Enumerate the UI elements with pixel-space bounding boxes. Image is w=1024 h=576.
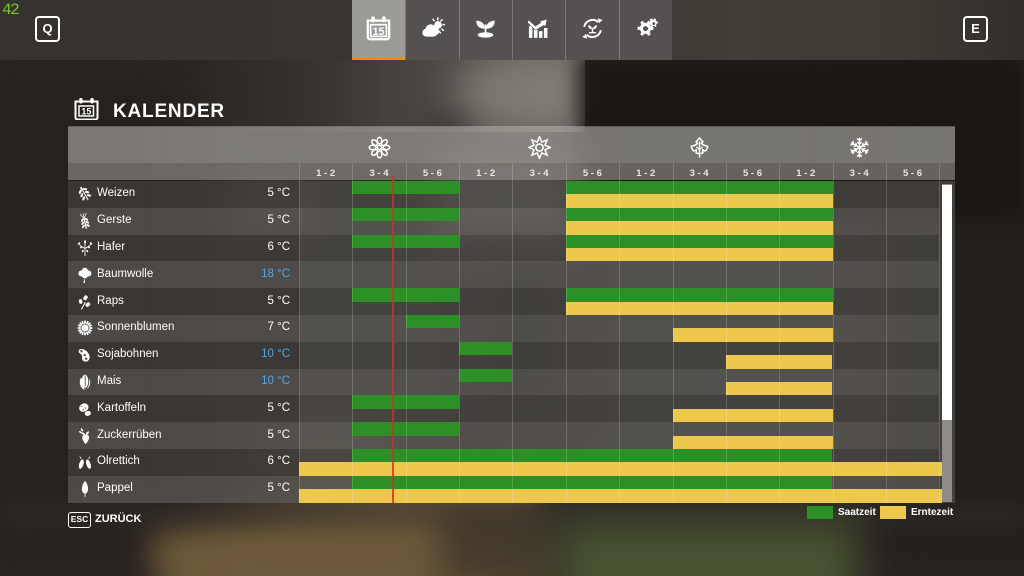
svg-text:15: 15: [373, 25, 385, 37]
svg-text:15: 15: [81, 107, 91, 117]
